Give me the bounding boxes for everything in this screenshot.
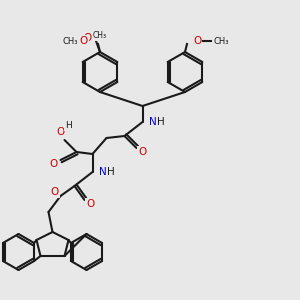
Text: O: O	[138, 147, 147, 157]
Text: O: O	[50, 159, 58, 169]
Text: N: N	[99, 167, 106, 177]
Text: O: O	[86, 199, 94, 209]
Text: O: O	[84, 33, 92, 43]
Text: N: N	[148, 117, 156, 127]
Text: O: O	[50, 187, 59, 197]
Text: H: H	[106, 167, 114, 177]
Text: O: O	[193, 36, 201, 46]
Text: CH₃: CH₃	[213, 37, 229, 46]
Text: O: O	[56, 127, 64, 137]
Text: O: O	[80, 36, 88, 46]
Text: CH₃: CH₃	[93, 32, 107, 40]
Text: H: H	[157, 117, 164, 127]
Text: CH₃: CH₃	[62, 37, 78, 46]
Text: H: H	[65, 122, 72, 130]
